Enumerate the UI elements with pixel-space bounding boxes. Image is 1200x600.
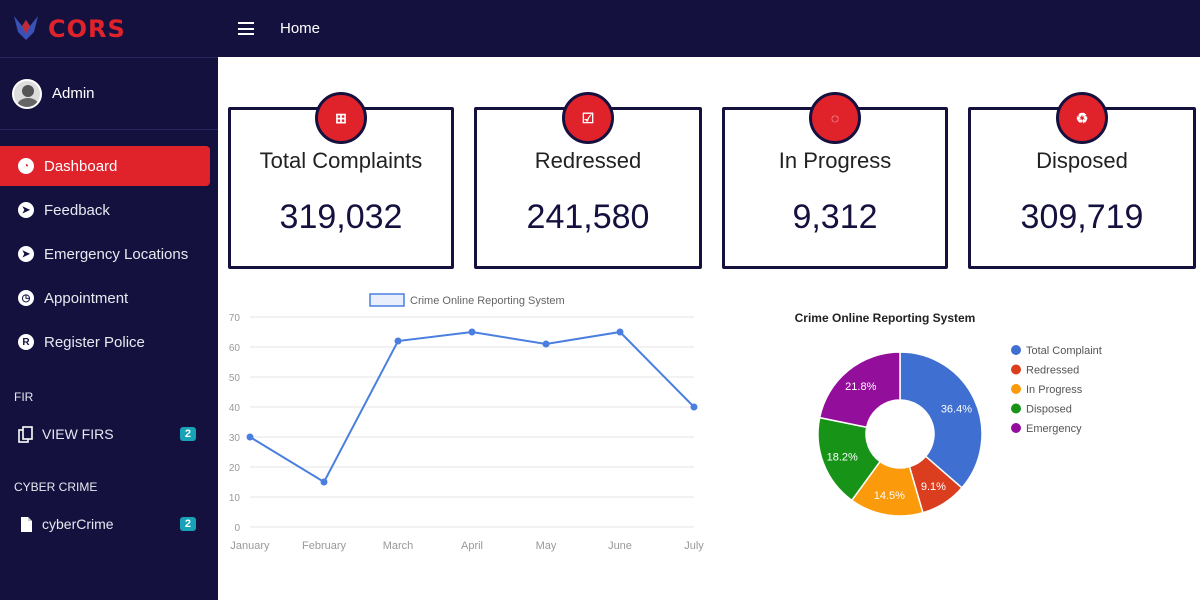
sidebar-item-register-police[interactable]: R Register Police xyxy=(0,322,210,362)
section-title-cyber-crime: CYBER CRIME xyxy=(14,480,98,494)
x-tick-label: March xyxy=(383,540,414,552)
legend-swatch xyxy=(1011,364,1021,375)
plus-box-icon: ⊞ xyxy=(315,92,367,144)
x-tick-label: May xyxy=(536,540,557,552)
file-icon xyxy=(21,516,32,532)
x-tick-label: April xyxy=(461,540,483,552)
y-tick-label: 50 xyxy=(229,373,241,384)
sidebar-nav: ◔ Dashboard ➤ Feedback ➤ Emergency Locat… xyxy=(0,130,218,362)
sidebar: CORS Admin ◔ Dashboard ➤ Feedback ➤ Emer… xyxy=(0,0,218,600)
sidebar-item-feedback[interactable]: ➤ Feedback xyxy=(0,190,210,230)
sidebar-item-appointment[interactable]: ◷ Appointment xyxy=(0,278,210,318)
x-tick-label: February xyxy=(302,540,347,552)
data-point xyxy=(542,340,550,348)
legend-swatch xyxy=(1011,423,1021,433)
sidebar-item-emergency-locations[interactable]: ➤ Emergency Locations xyxy=(0,234,210,274)
stat-title: Total Complaints xyxy=(259,148,423,173)
slice-label: 21.8% xyxy=(845,381,876,393)
brand-name: CORS xyxy=(48,14,126,43)
y-tick-label: 0 xyxy=(234,523,240,534)
slice-label: 14.5% xyxy=(874,490,905,502)
data-point xyxy=(468,328,476,336)
pie-slice xyxy=(818,351,901,429)
y-tick-label: 30 xyxy=(229,433,241,444)
pie-slice xyxy=(899,351,983,489)
data-point xyxy=(246,433,254,441)
slice-label: 9.1% xyxy=(921,481,946,493)
recycle-icon: ♻ xyxy=(1056,92,1108,144)
legend-label: Crime Online Reporting System xyxy=(410,295,565,307)
legend-label: Emergency xyxy=(1026,423,1082,435)
dashboard-icon: ◔ xyxy=(18,158,34,174)
x-tick-label: January xyxy=(230,540,270,552)
y-tick-label: 40 xyxy=(229,403,241,414)
sidebar-item-label: Register Police xyxy=(44,333,145,351)
stat-title: Redressed xyxy=(534,148,642,173)
stat-card-redressed[interactable]: ☑ Redressed 241,580 xyxy=(474,92,702,269)
sidebar-item-label: Appointment xyxy=(44,289,129,307)
count-badge: 2 xyxy=(179,517,196,531)
sidebar-item-label: VIEW FIRS xyxy=(42,426,114,442)
chart-title: Crime Online Reporting System xyxy=(795,311,976,325)
legend-label: Total Complaint xyxy=(1026,345,1102,357)
y-tick-label: 70 xyxy=(229,313,241,324)
x-tick-label: July xyxy=(684,540,704,552)
sidebar-item-label: cyberCrime xyxy=(42,516,114,532)
shield-logo-icon xyxy=(14,15,38,40)
data-point xyxy=(616,328,624,336)
sidebar-item-label: Dashboard xyxy=(44,157,118,175)
stat-card-disposed[interactable]: ♻ Disposed 309,719 xyxy=(968,92,1196,269)
legend-label: Redressed xyxy=(1026,365,1079,377)
legend-label: In Progress xyxy=(1026,384,1083,396)
stat-value: 9,312 xyxy=(792,198,878,236)
stat-value: 309,719 xyxy=(1020,198,1144,236)
registered-icon: R xyxy=(18,334,34,350)
y-tick-label: 10 xyxy=(229,493,241,504)
avatar xyxy=(12,78,42,109)
stat-value: 319,032 xyxy=(279,198,403,236)
breadcrumb[interactable]: Home xyxy=(280,20,321,37)
logo[interactable]: CORS xyxy=(0,0,218,58)
sidebar-item-label: Emergency Locations xyxy=(44,245,189,263)
check-box-icon: ☑ xyxy=(562,92,614,144)
stat-cards: ⊞ Total Complaints 319,032 ☑ Redressed 2… xyxy=(228,92,1198,269)
sidebar-item-label: Feedback xyxy=(44,201,110,219)
menu-toggle-icon[interactable] xyxy=(238,22,254,35)
legend-swatch xyxy=(1011,403,1021,414)
legend-swatch xyxy=(369,293,405,307)
slice-label: 36.4% xyxy=(941,403,972,415)
data-point xyxy=(394,337,402,345)
user-panel[interactable]: Admin xyxy=(0,58,218,130)
compass-icon: ➤ xyxy=(18,246,34,262)
pie-chart: Crime Online Reporting System 36.4% 9.1% 14… xyxy=(795,311,1102,517)
legend-label: Disposed xyxy=(1026,404,1072,416)
section-title-fir: FIR xyxy=(14,390,34,404)
line-chart: Crime Online Reporting System 0 10 20 30 40 50… xyxy=(229,293,704,552)
count-badge: 2 xyxy=(179,427,196,441)
clock-icon: ◷ xyxy=(18,290,34,306)
slice-label: 18.2% xyxy=(827,451,858,463)
y-tick-label: 20 xyxy=(229,463,241,474)
stat-card-total-complaints[interactable]: ⊞ Total Complaints 319,032 xyxy=(228,92,454,269)
data-point xyxy=(690,403,698,411)
sidebar-item-dashboard[interactable]: ◔ Dashboard xyxy=(0,146,210,186)
documents-icon xyxy=(18,425,33,443)
spinner-icon: ◌ xyxy=(809,92,861,144)
legend-swatch xyxy=(1011,384,1021,394)
sidebar-item-cybercrime[interactable]: cyberCrime 2 xyxy=(0,506,218,542)
topbar: Home xyxy=(218,0,1200,57)
user-name: Admin xyxy=(52,85,95,102)
stat-value: 241,580 xyxy=(526,198,650,236)
stat-card-in-progress[interactable]: ◌ In Progress 9,312 xyxy=(722,92,948,269)
data-point xyxy=(320,478,328,486)
sidebar-item-view-firs[interactable]: VIEW FIRS 2 xyxy=(0,416,218,452)
stat-title: In Progress xyxy=(778,148,892,173)
x-tick-label: June xyxy=(608,540,632,552)
y-tick-label: 60 xyxy=(229,343,241,354)
compass-icon: ➤ xyxy=(18,202,34,218)
legend-swatch xyxy=(1011,345,1021,355)
stat-title: Disposed xyxy=(1036,148,1128,173)
